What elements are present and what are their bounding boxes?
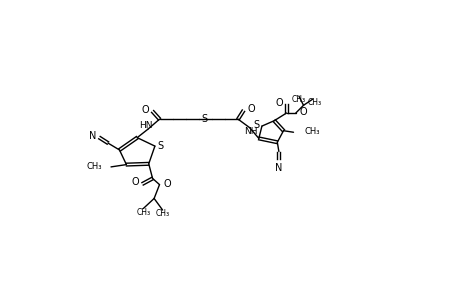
Text: O: O bbox=[299, 107, 307, 117]
Text: NH: NH bbox=[244, 127, 257, 136]
Text: O: O bbox=[141, 105, 148, 115]
Text: CH₃: CH₃ bbox=[308, 98, 321, 107]
Text: O: O bbox=[274, 98, 282, 108]
Text: CH₃: CH₃ bbox=[155, 209, 169, 218]
Text: O: O bbox=[247, 104, 254, 114]
Text: S: S bbox=[157, 141, 163, 151]
Text: CH₃: CH₃ bbox=[86, 162, 101, 171]
Text: S: S bbox=[253, 120, 259, 130]
Text: CH₃: CH₃ bbox=[303, 127, 319, 136]
Text: CH₃: CH₃ bbox=[136, 208, 150, 217]
Text: S: S bbox=[201, 114, 207, 124]
Text: O: O bbox=[131, 177, 139, 187]
Text: CH₃: CH₃ bbox=[291, 95, 305, 104]
Text: O: O bbox=[163, 179, 171, 189]
Text: N: N bbox=[89, 131, 96, 141]
Text: N: N bbox=[274, 163, 282, 173]
Text: HN: HN bbox=[139, 121, 152, 130]
